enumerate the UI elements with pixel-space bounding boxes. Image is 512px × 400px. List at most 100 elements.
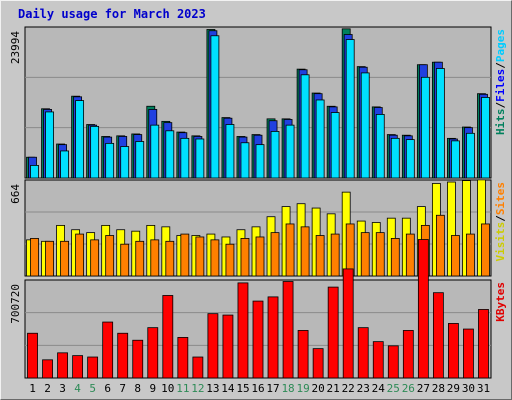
bar-pages-day-22 xyxy=(345,39,355,179)
legend-entry: Sites xyxy=(494,182,507,215)
bar-sites-day-6 xyxy=(105,235,115,277)
bar-pages-day-23 xyxy=(360,72,370,179)
bar-pages-day-15 xyxy=(240,142,250,179)
legend-entry: KBytes xyxy=(494,282,507,322)
legend-entry: Files xyxy=(494,69,507,102)
x-tick-label: 13 xyxy=(206,382,219,395)
max-value-label: 23994 xyxy=(9,31,22,64)
bar-kbytes-day-15 xyxy=(237,282,249,379)
bar-kbytes-day-1 xyxy=(27,332,38,379)
bar-pages-day-14 xyxy=(225,124,235,179)
legend-entry: Visits xyxy=(494,222,507,262)
bar-sites-day-20 xyxy=(315,235,325,277)
max-value-label: 664 xyxy=(9,184,22,204)
x-tick-label: 4 xyxy=(74,382,81,395)
bar-kbytes-day-24 xyxy=(372,341,384,379)
bar-kbytes-day-2 xyxy=(42,359,53,379)
bar-pages-day-29 xyxy=(451,140,460,179)
bar-sites-day-7 xyxy=(120,243,130,277)
bar-pages-day-31 xyxy=(481,97,490,179)
x-tick-label: 26 xyxy=(402,382,415,395)
bar-sites-day-31 xyxy=(481,223,490,277)
bar-sites-day-13 xyxy=(210,239,220,277)
bar-sites-day-18 xyxy=(285,223,295,277)
panel-kbytes: 700720 KBytes xyxy=(9,239,507,379)
bar-kbytes-day-16 xyxy=(252,300,264,379)
bar-kbytes-day-8 xyxy=(132,339,144,379)
bar-sites-day-22 xyxy=(345,223,355,277)
legend-entry: / xyxy=(494,102,507,109)
legend-kbytes: KBytes xyxy=(494,282,507,322)
bar-kbytes-day-18 xyxy=(282,281,294,379)
bar-sites-day-1 xyxy=(30,238,39,277)
bar-sites-day-2 xyxy=(45,240,54,277)
bar-kbytes-day-26 xyxy=(402,330,414,379)
x-tick-label: 31 xyxy=(477,382,490,395)
bar-pages-day-1 xyxy=(30,165,39,179)
chart-title: Daily usage for March 2023 xyxy=(18,7,206,21)
bar-kbytes-day-11 xyxy=(177,337,189,379)
x-tick-label: 5 xyxy=(89,382,96,395)
bar-sites-day-5 xyxy=(90,239,100,277)
bar-kbytes-day-31 xyxy=(478,309,489,379)
bar-kbytes-day-13 xyxy=(207,313,219,379)
bar-pages-day-8 xyxy=(135,141,145,179)
bar-pages-day-17 xyxy=(270,131,280,179)
bar-pages-day-28 xyxy=(435,68,445,179)
bar-sites-day-8 xyxy=(135,240,145,277)
panel-visits-sites: 664 Visits/Sites xyxy=(9,179,507,277)
bar-pages-day-12 xyxy=(195,138,205,179)
bar-sites-day-3 xyxy=(60,240,69,277)
bar-sites-day-25 xyxy=(390,238,400,277)
x-tick-label: 25 xyxy=(387,382,400,395)
bar-kbytes-day-19 xyxy=(297,330,309,379)
bar-sites-day-4 xyxy=(75,233,85,277)
bar-pages-day-11 xyxy=(180,137,190,179)
bar-sites-day-17 xyxy=(270,232,280,277)
bar-pages-day-30 xyxy=(466,132,475,179)
x-tick-label: 16 xyxy=(251,382,264,395)
x-tick-label: 20 xyxy=(312,382,325,395)
x-tick-label: 8 xyxy=(134,382,141,395)
x-tick-label: 24 xyxy=(372,382,386,395)
x-tick-label: 22 xyxy=(342,382,355,395)
bar-kbytes-day-21 xyxy=(327,286,339,379)
x-tick-label: 9 xyxy=(149,382,156,395)
bar-kbytes-day-17 xyxy=(267,296,279,379)
x-tick-label: 2 xyxy=(44,382,51,395)
bar-sites-day-19 xyxy=(300,226,310,277)
x-tick-label: 29 xyxy=(447,382,460,395)
x-tick-label: 28 xyxy=(432,382,445,395)
bar-sites-day-16 xyxy=(255,236,265,277)
x-tick-label: 12 xyxy=(191,382,204,395)
bar-kbytes-day-29 xyxy=(448,323,459,379)
bar-pages-day-25 xyxy=(390,137,400,179)
bar-pages-day-13 xyxy=(210,35,220,179)
legend-visits-sites: Visits/Sites xyxy=(494,182,507,262)
x-tick-label: 27 xyxy=(417,382,430,395)
x-tick-label: 6 xyxy=(104,382,111,395)
bar-kbytes-day-22 xyxy=(342,268,354,379)
x-tick-label: 23 xyxy=(357,382,370,395)
bar-pages-day-19 xyxy=(300,74,310,179)
x-tick-label: 14 xyxy=(221,382,235,395)
bar-sites-day-28 xyxy=(435,214,445,277)
legend-entry: Pages xyxy=(494,29,507,62)
x-tick-label: 30 xyxy=(462,382,475,395)
max-value-label: 700720 xyxy=(9,284,22,324)
bar-sites-day-14 xyxy=(225,243,235,277)
bar-pages-day-18 xyxy=(285,124,295,179)
bar-kbytes-day-10 xyxy=(162,295,174,379)
bar-kbytes-day-6 xyxy=(102,321,114,379)
bar-sites-day-29 xyxy=(451,235,460,277)
x-tick-label: 21 xyxy=(327,382,340,395)
x-tick-label: 1 xyxy=(29,382,36,395)
bar-kbytes-day-28 xyxy=(432,292,444,379)
bar-pages-day-5 xyxy=(90,125,100,179)
x-tick-label: 7 xyxy=(119,382,126,395)
legend-hits-files-pages: Hits/Files/Pages xyxy=(494,29,507,135)
bar-sites-day-9 xyxy=(150,239,160,277)
bar-kbytes-day-30 xyxy=(463,328,474,379)
bar-pages-day-9 xyxy=(150,124,160,179)
bar-sites-day-21 xyxy=(330,233,340,277)
